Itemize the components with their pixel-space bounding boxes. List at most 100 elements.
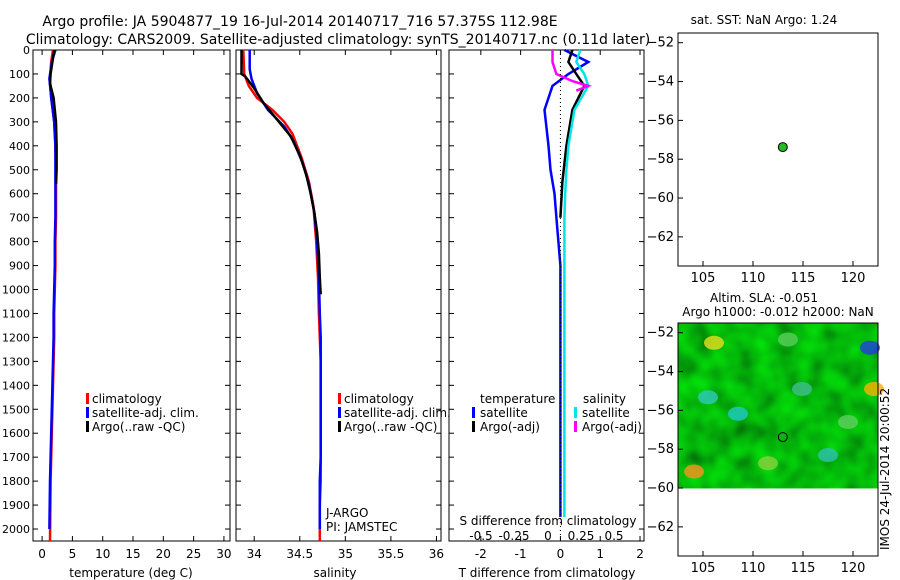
sla-blob — [778, 332, 798, 347]
salinity-axes-frame — [235, 49, 442, 542]
x-tick-label: 15 — [125, 547, 140, 561]
sla-blob — [860, 340, 880, 355]
difference-panel: -2 -1 0 1 2 T difference from climatology S … — [448, 48, 645, 580]
s-tick-1: -0.5 — [469, 529, 492, 543]
x-tick-label: -2 — [475, 547, 487, 561]
temperature-ticks: 0 5 10 15 20 25 30 — [38, 50, 232, 561]
sst-map-ticks: 105 110 115 120 −52 −54 −56 −58 −60 −62 — [647, 36, 866, 286]
map-y-label: −52 — [647, 36, 674, 51]
series-line — [48, 49, 57, 530]
salinity-xlabel: salinity — [313, 566, 356, 580]
argo-location-marker — [777, 142, 788, 153]
salinity-series — [240, 49, 322, 541]
legend-swatch-argo — [86, 421, 89, 432]
sla-heatmap — [678, 323, 884, 489]
title-line-2: Climatology: CARS2009. Satellite-adjuste… — [26, 32, 650, 48]
difference-legend: temperature salinity satellite Argo(-adj… — [472, 392, 642, 434]
legend-label-climatology: climatology — [92, 392, 162, 406]
sst-map-panel: sat. SST: NaN Argo: 1.24 105 110 115 120 −52… — [647, 13, 879, 286]
y-tick-label: 200 — [9, 92, 30, 105]
temperature-panel: 0100200300400500600700800900100011001200… — [2, 44, 232, 580]
legend-label-satellite: satellite-adj. clim. — [92, 406, 199, 420]
x-tick-label: 0 — [38, 547, 46, 561]
difference-axes-frame — [448, 49, 645, 542]
map-x-label: 105 — [691, 561, 716, 576]
legend-swatch-climatology — [86, 393, 89, 404]
x-tick-label: 10 — [95, 547, 110, 561]
sla-map-title: Altim. SLA: -0.051 — [710, 291, 818, 305]
legend-label-t-argo: Argo(-adj) — [480, 420, 540, 434]
sla-blob — [792, 382, 812, 397]
y-tick-label: 800 — [9, 236, 30, 249]
title-line-1: Argo profile: JA 5904877_19 16-Jul-2014 … — [42, 14, 557, 30]
sla-map-panel: Altim. SLA: -0.051 Argo h1000: -0.012 h2… — [647, 291, 884, 576]
x-tick-label: 36 — [429, 547, 444, 561]
sla-map-subtitle: Argo h1000: -0.012 h2000: NaN — [682, 305, 874, 319]
s-tick-2: -0.25 — [498, 529, 529, 543]
legend-swatch-satellite — [86, 407, 89, 418]
legend-label-argo: Argo(..raw -QC) — [344, 420, 437, 434]
sla-map-frame — [677, 322, 879, 557]
y-tick-label: 900 — [9, 260, 30, 273]
legend-label-t-satellite: satellite — [480, 406, 528, 420]
map-x-label: 115 — [791, 271, 816, 286]
x-tick-label: 30 — [216, 547, 231, 561]
temperature-xlabel: temperature (deg C) — [69, 566, 192, 580]
map-y-label: −56 — [647, 403, 674, 418]
sla-map-ticks: 105 110 115 120 −52 −54 −56 −58 −60 −62 — [647, 326, 866, 576]
x-tick-label: 34 — [247, 547, 262, 561]
legend-swatch-satellite — [338, 407, 341, 418]
map-y-label: −58 — [647, 442, 674, 457]
map-x-label: 110 — [741, 561, 766, 576]
legend-swatch-climatology — [338, 393, 341, 404]
x-tick-label: 35.5 — [378, 547, 405, 561]
y-tick-label: 600 — [9, 188, 30, 201]
sst-map-points — [777, 142, 788, 153]
x-tick-label: 20 — [156, 547, 171, 561]
sla-blob — [758, 456, 778, 471]
y-tick-label: 500 — [9, 164, 30, 177]
map-y-label: −62 — [647, 520, 674, 535]
series-line — [543, 48, 591, 517]
temperature-series — [48, 49, 58, 542]
legend-swatch-t-argo — [472, 421, 475, 432]
map-y-label: −54 — [647, 365, 674, 380]
map-y-label: −58 — [647, 152, 674, 167]
sla-blob — [838, 415, 858, 430]
y-tick-label: 2000 — [2, 523, 30, 536]
map-y-label: −60 — [647, 191, 674, 206]
difference-xlabel-2: S difference from climatology — [460, 514, 637, 528]
x-tick-label: 35 — [338, 547, 353, 561]
sst-map-title: sat. SST: NaN Argo: 1.24 — [691, 13, 838, 27]
y-tick-label: 1800 — [2, 475, 30, 488]
y-tick-label: 1100 — [2, 307, 30, 320]
map-x-label: 105 — [691, 271, 716, 286]
series-line — [240, 50, 322, 295]
sla-blob — [864, 382, 884, 397]
legend-title-salinity: salinity — [583, 392, 626, 406]
sla-blob — [684, 464, 704, 479]
salinity-legend: climatology satellite-adj. clim. Argo(..… — [338, 392, 451, 434]
map-y-label: −52 — [647, 326, 674, 341]
legend-label-climatology: climatology — [344, 392, 414, 406]
legend-swatch-s-satellite — [574, 407, 577, 418]
map-x-label: 115 — [791, 561, 816, 576]
sla-map-marker — [777, 432, 788, 443]
y-tick-label: 1900 — [2, 499, 30, 512]
y-tick-label: 1500 — [2, 403, 30, 416]
map-x-label: 110 — [741, 271, 766, 286]
x-tick-label: 25 — [186, 547, 201, 561]
y-tick-label: 1000 — [2, 284, 30, 297]
x-tick-label: -1 — [515, 547, 527, 561]
sla-blob — [728, 406, 748, 421]
y-tick-label: 1700 — [2, 451, 30, 464]
y-tick-label: 400 — [9, 140, 30, 153]
map-x-label: 120 — [841, 561, 866, 576]
x-tick-label: 34.5 — [286, 547, 313, 561]
y-tick-label: 300 — [9, 116, 30, 129]
salinity-panel: 34 34.5 35 35.5 36 salinity climatology sate… — [235, 49, 451, 580]
y-tick-label: 1400 — [2, 379, 30, 392]
map-y-label: −54 — [647, 75, 674, 90]
map-x-label: 120 — [841, 271, 866, 286]
